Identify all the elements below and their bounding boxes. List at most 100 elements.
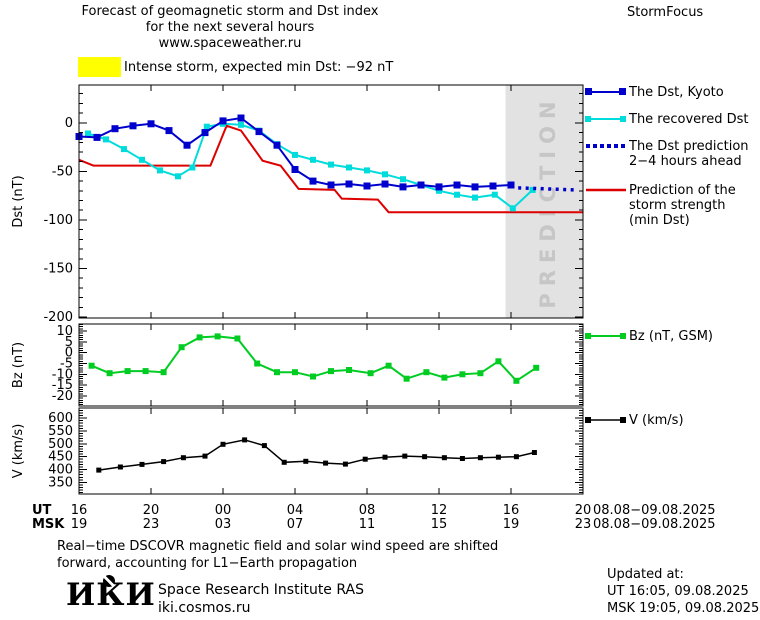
bz-marker — [106, 370, 113, 377]
recovered-dst-marker — [238, 121, 244, 128]
bz-marker — [274, 369, 280, 376]
bz-marker — [160, 369, 167, 376]
legend-bz: Bz (nT, GSM) — [585, 329, 713, 344]
bz-gsm-ytick-label: 0 — [65, 346, 73, 361]
bz-gsm-ytick-label: -5 — [60, 356, 73, 371]
dst-kyoto-marker — [435, 183, 443, 191]
updated-at-label: Updated at: — [607, 567, 684, 582]
dst-kyoto-marker — [273, 141, 281, 149]
v-marker — [161, 459, 167, 465]
bz-marker — [423, 369, 430, 376]
dst-kyoto-marker — [345, 180, 353, 188]
v-marker — [323, 460, 329, 466]
dst-kyoto-marker — [237, 114, 245, 122]
bz-marker — [88, 362, 95, 369]
storm-level-swatch — [78, 57, 121, 77]
solar-wind-speed-ytick-label: 350 — [48, 475, 73, 490]
series-prediction-storm-strength — [78, 124, 583, 214]
v-marker — [242, 437, 248, 443]
legend-storm-prediction: Prediction of the storm strength (min Ds… — [585, 183, 736, 228]
ut-tick-label: 20 — [143, 503, 160, 518]
legend-storm-prediction-line1: Prediction of the — [629, 183, 736, 198]
dst-kyoto-marker — [381, 180, 389, 188]
solar-wind-speed-ytick-label: 550 — [48, 424, 73, 439]
solar-wind-speed-ytick-label: 400 — [48, 463, 73, 478]
solar-wind-speed-ytick-label: 600 — [48, 411, 73, 426]
page-title-line1: Forecast of geomagnetic storm and Dst in… — [81, 4, 379, 19]
ut-tick-label: 20 — [575, 503, 592, 518]
bz-marker — [234, 335, 241, 342]
bz-marker — [346, 367, 352, 373]
dst-kyoto-marker — [201, 129, 209, 137]
recovered-dst-marker — [328, 161, 334, 168]
dst-kyoto-marker — [219, 117, 227, 125]
dst-index-ytick-label: 0 — [65, 116, 73, 131]
legend-dst-prediction: The Dst prediction 2−4 hours ahead — [585, 139, 749, 169]
solar-wind-speed-ylabel: V (km/s) — [11, 424, 26, 479]
series-v — [98, 439, 535, 471]
recovered-dst-marker — [346, 164, 352, 171]
legend-dst-kyoto-label: The Dst, Kyoto — [629, 85, 724, 100]
iki-logo-i1: И — [66, 577, 97, 613]
bz-swatch-icon — [585, 333, 626, 339]
recovered-dst-marker — [509, 205, 516, 212]
ut-tick-label: 04 — [287, 503, 304, 518]
v-marker — [382, 454, 388, 460]
bz-marker — [214, 333, 221, 340]
solar-wind-speed-ytick-label: 450 — [48, 450, 73, 465]
dst-prediction-swatch-icon — [586, 144, 625, 148]
v-marker — [459, 456, 465, 461]
iki-logo-i2: И — [125, 577, 156, 613]
recovered-dst-marker — [175, 173, 181, 180]
iki-logo: ИК И — [66, 575, 156, 613]
legend-storm-prediction-label: Prediction of the storm strength (min Ds… — [629, 183, 736, 228]
v-marker — [441, 455, 447, 461]
bz-gsm-ytick-label: -10 — [52, 367, 73, 382]
page-title-line2: for the next several hours — [145, 20, 315, 35]
dst-kyoto-marker — [309, 177, 317, 185]
dst-kyoto-marker — [183, 141, 191, 149]
dst-kyoto-marker — [417, 181, 425, 189]
v-marker — [281, 459, 287, 465]
footer-note-line1: Real−time DSCOVR magnetic field and sola… — [57, 539, 499, 554]
bz-marker — [254, 360, 261, 367]
iki-logo-disc-icon — [103, 575, 116, 587]
v-marker — [180, 455, 186, 461]
v-marker — [362, 456, 368, 462]
iki-logo-k-wrap: К — [96, 575, 125, 612]
bz-marker — [459, 371, 466, 378]
bz-marker — [328, 368, 334, 375]
time-axis: UTMSK1619202300030407081112151619202308.… — [32, 503, 716, 532]
v-swatch-icon — [585, 417, 626, 423]
recovered-dst-marker — [121, 146, 127, 153]
v-marker — [342, 461, 348, 467]
v-marker — [513, 454, 519, 460]
dst-kyoto-marker — [165, 127, 173, 135]
v-marker — [422, 454, 428, 460]
dst-index-panel: PREDICTION 0 -50 -100 -150 -200 Dst (nT) — [11, 84, 584, 325]
dst-kyoto-marker — [507, 181, 515, 189]
msk-tick-label: 19 — [71, 517, 88, 532]
ut-tick-label: 00 — [215, 503, 232, 518]
legend-recovered-dst: The recovered Dst — [585, 112, 748, 127]
v-marker — [261, 443, 267, 449]
page-header: Forecast of geomagnetic storm and Dst in… — [40, 4, 420, 52]
institute-name: Space Research Institute RAS — [158, 582, 364, 598]
storm-prediction-swatch-icon — [586, 188, 626, 192]
dst-kyoto-marker — [111, 125, 119, 133]
msk-row-label: MSK — [32, 517, 65, 532]
prediction-band — [505, 85, 583, 318]
storm-banner-text: Intense storm, expected min Dst: −92 nT — [124, 60, 394, 75]
solar-wind-speed-frame — [78, 407, 584, 495]
v-marker — [303, 458, 309, 464]
recovered-dst-marker — [85, 130, 91, 137]
bz-marker — [513, 377, 520, 384]
legend-bz-label: Bz (nT, GSM) — [629, 329, 714, 344]
legend-dst-prediction-line1: The Dst prediction — [629, 139, 749, 154]
bz-marker — [142, 368, 149, 375]
ut-tick-label: 16 — [71, 503, 88, 518]
bz-marker — [178, 344, 185, 351]
updated-msk: MSK 19:05, 09.08.2025 — [607, 601, 760, 616]
solar-wind-speed-ytick-label: 500 — [48, 437, 73, 452]
